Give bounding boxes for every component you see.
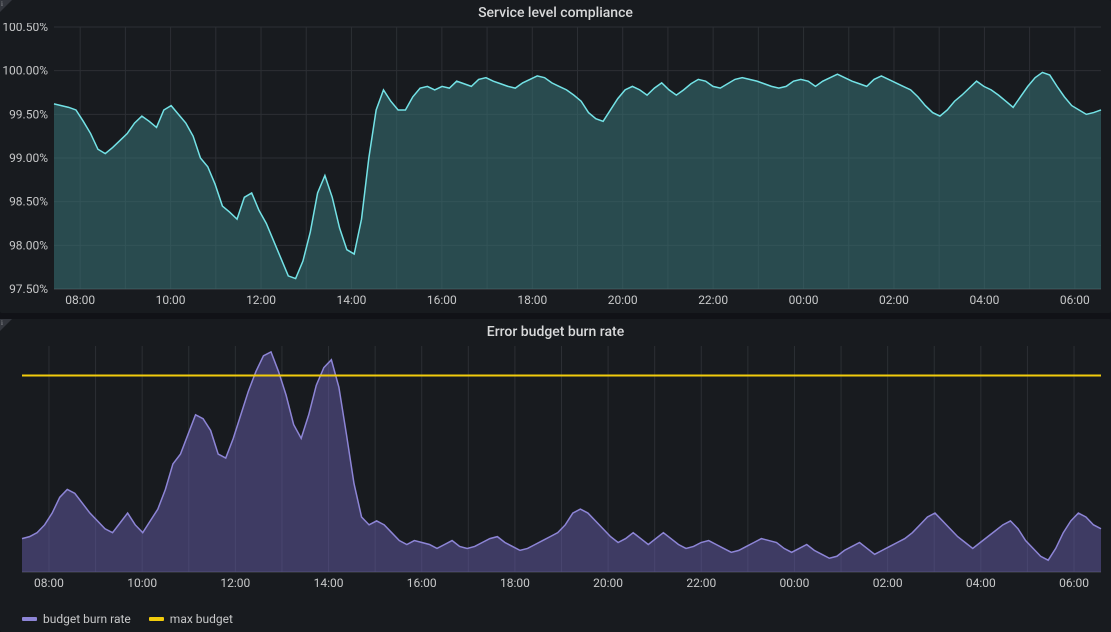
- panel-info-corner[interactable]: i: [0, 319, 12, 331]
- legend-swatch: [149, 617, 164, 621]
- legend-item-max-budget[interactable]: max budget: [149, 612, 233, 626]
- svg-text:14:00: 14:00: [314, 576, 344, 590]
- svg-text:10:00: 10:00: [156, 293, 186, 307]
- svg-text:06:00: 06:00: [1060, 293, 1090, 307]
- panel-service-level-compliance: i Service level compliance 97.50%98.00%9…: [0, 0, 1111, 313]
- svg-text:99.00%: 99.00%: [9, 151, 48, 165]
- panel-title: Error budget burn rate: [0, 319, 1111, 342]
- svg-text:10:00: 10:00: [127, 576, 157, 590]
- svg-text:97.50%: 97.50%: [9, 282, 48, 296]
- svg-text:12:00: 12:00: [220, 576, 250, 590]
- svg-text:22:00: 22:00: [698, 293, 728, 307]
- svg-text:04:00: 04:00: [966, 576, 996, 590]
- legend-swatch: [22, 617, 37, 621]
- panel-title: Service level compliance: [0, 0, 1111, 23]
- svg-text:14:00: 14:00: [336, 293, 366, 307]
- svg-text:16:00: 16:00: [427, 293, 457, 307]
- svg-text:98.50%: 98.50%: [9, 195, 48, 209]
- svg-text:00:00: 00:00: [780, 576, 810, 590]
- svg-text:100.50%: 100.50%: [2, 23, 48, 34]
- svg-text:99.50%: 99.50%: [9, 107, 48, 121]
- svg-text:98.00%: 98.00%: [9, 238, 48, 252]
- legend-label: max budget: [170, 612, 233, 626]
- panel-error-budget-burn-rate: i Error budget burn rate 08:00 10:00 12:00…: [0, 319, 1111, 632]
- svg-text:18:00: 18:00: [517, 293, 547, 307]
- svg-text:02:00: 02:00: [879, 293, 909, 307]
- svg-text:00:00: 00:00: [789, 293, 819, 307]
- svg-text:18:00: 18:00: [500, 576, 530, 590]
- svg-text:08:00: 08:00: [34, 576, 64, 590]
- legend-label: budget burn rate: [43, 612, 131, 626]
- svg-text:20:00: 20:00: [593, 576, 623, 590]
- chart-area-compliance[interactable]: 97.50% 98.00% 98.50% 99.00% 99.50% 100.00% 100…: [0, 23, 1111, 313]
- svg-text:20:00: 20:00: [608, 293, 638, 307]
- svg-text:02:00: 02:00: [873, 576, 903, 590]
- chart-legend: budget burn rate max budget: [0, 608, 1111, 632]
- svg-text:16:00: 16:00: [407, 576, 437, 590]
- svg-text:08:00: 08:00: [65, 293, 95, 307]
- svg-text:100.00%: 100.00%: [2, 64, 48, 78]
- svg-text:12:00: 12:00: [246, 293, 276, 307]
- svg-text:22:00: 22:00: [686, 576, 716, 590]
- panel-info-corner[interactable]: i: [0, 0, 12, 12]
- svg-text:04:00: 04:00: [969, 293, 999, 307]
- legend-item-burn-rate[interactable]: budget burn rate: [22, 612, 131, 626]
- chart-area-burn-rate[interactable]: 08:00 10:00 12:00 14:00 16:00 18:00 20:00 22:00…: [0, 342, 1111, 608]
- svg-text:06:00: 06:00: [1059, 576, 1089, 590]
